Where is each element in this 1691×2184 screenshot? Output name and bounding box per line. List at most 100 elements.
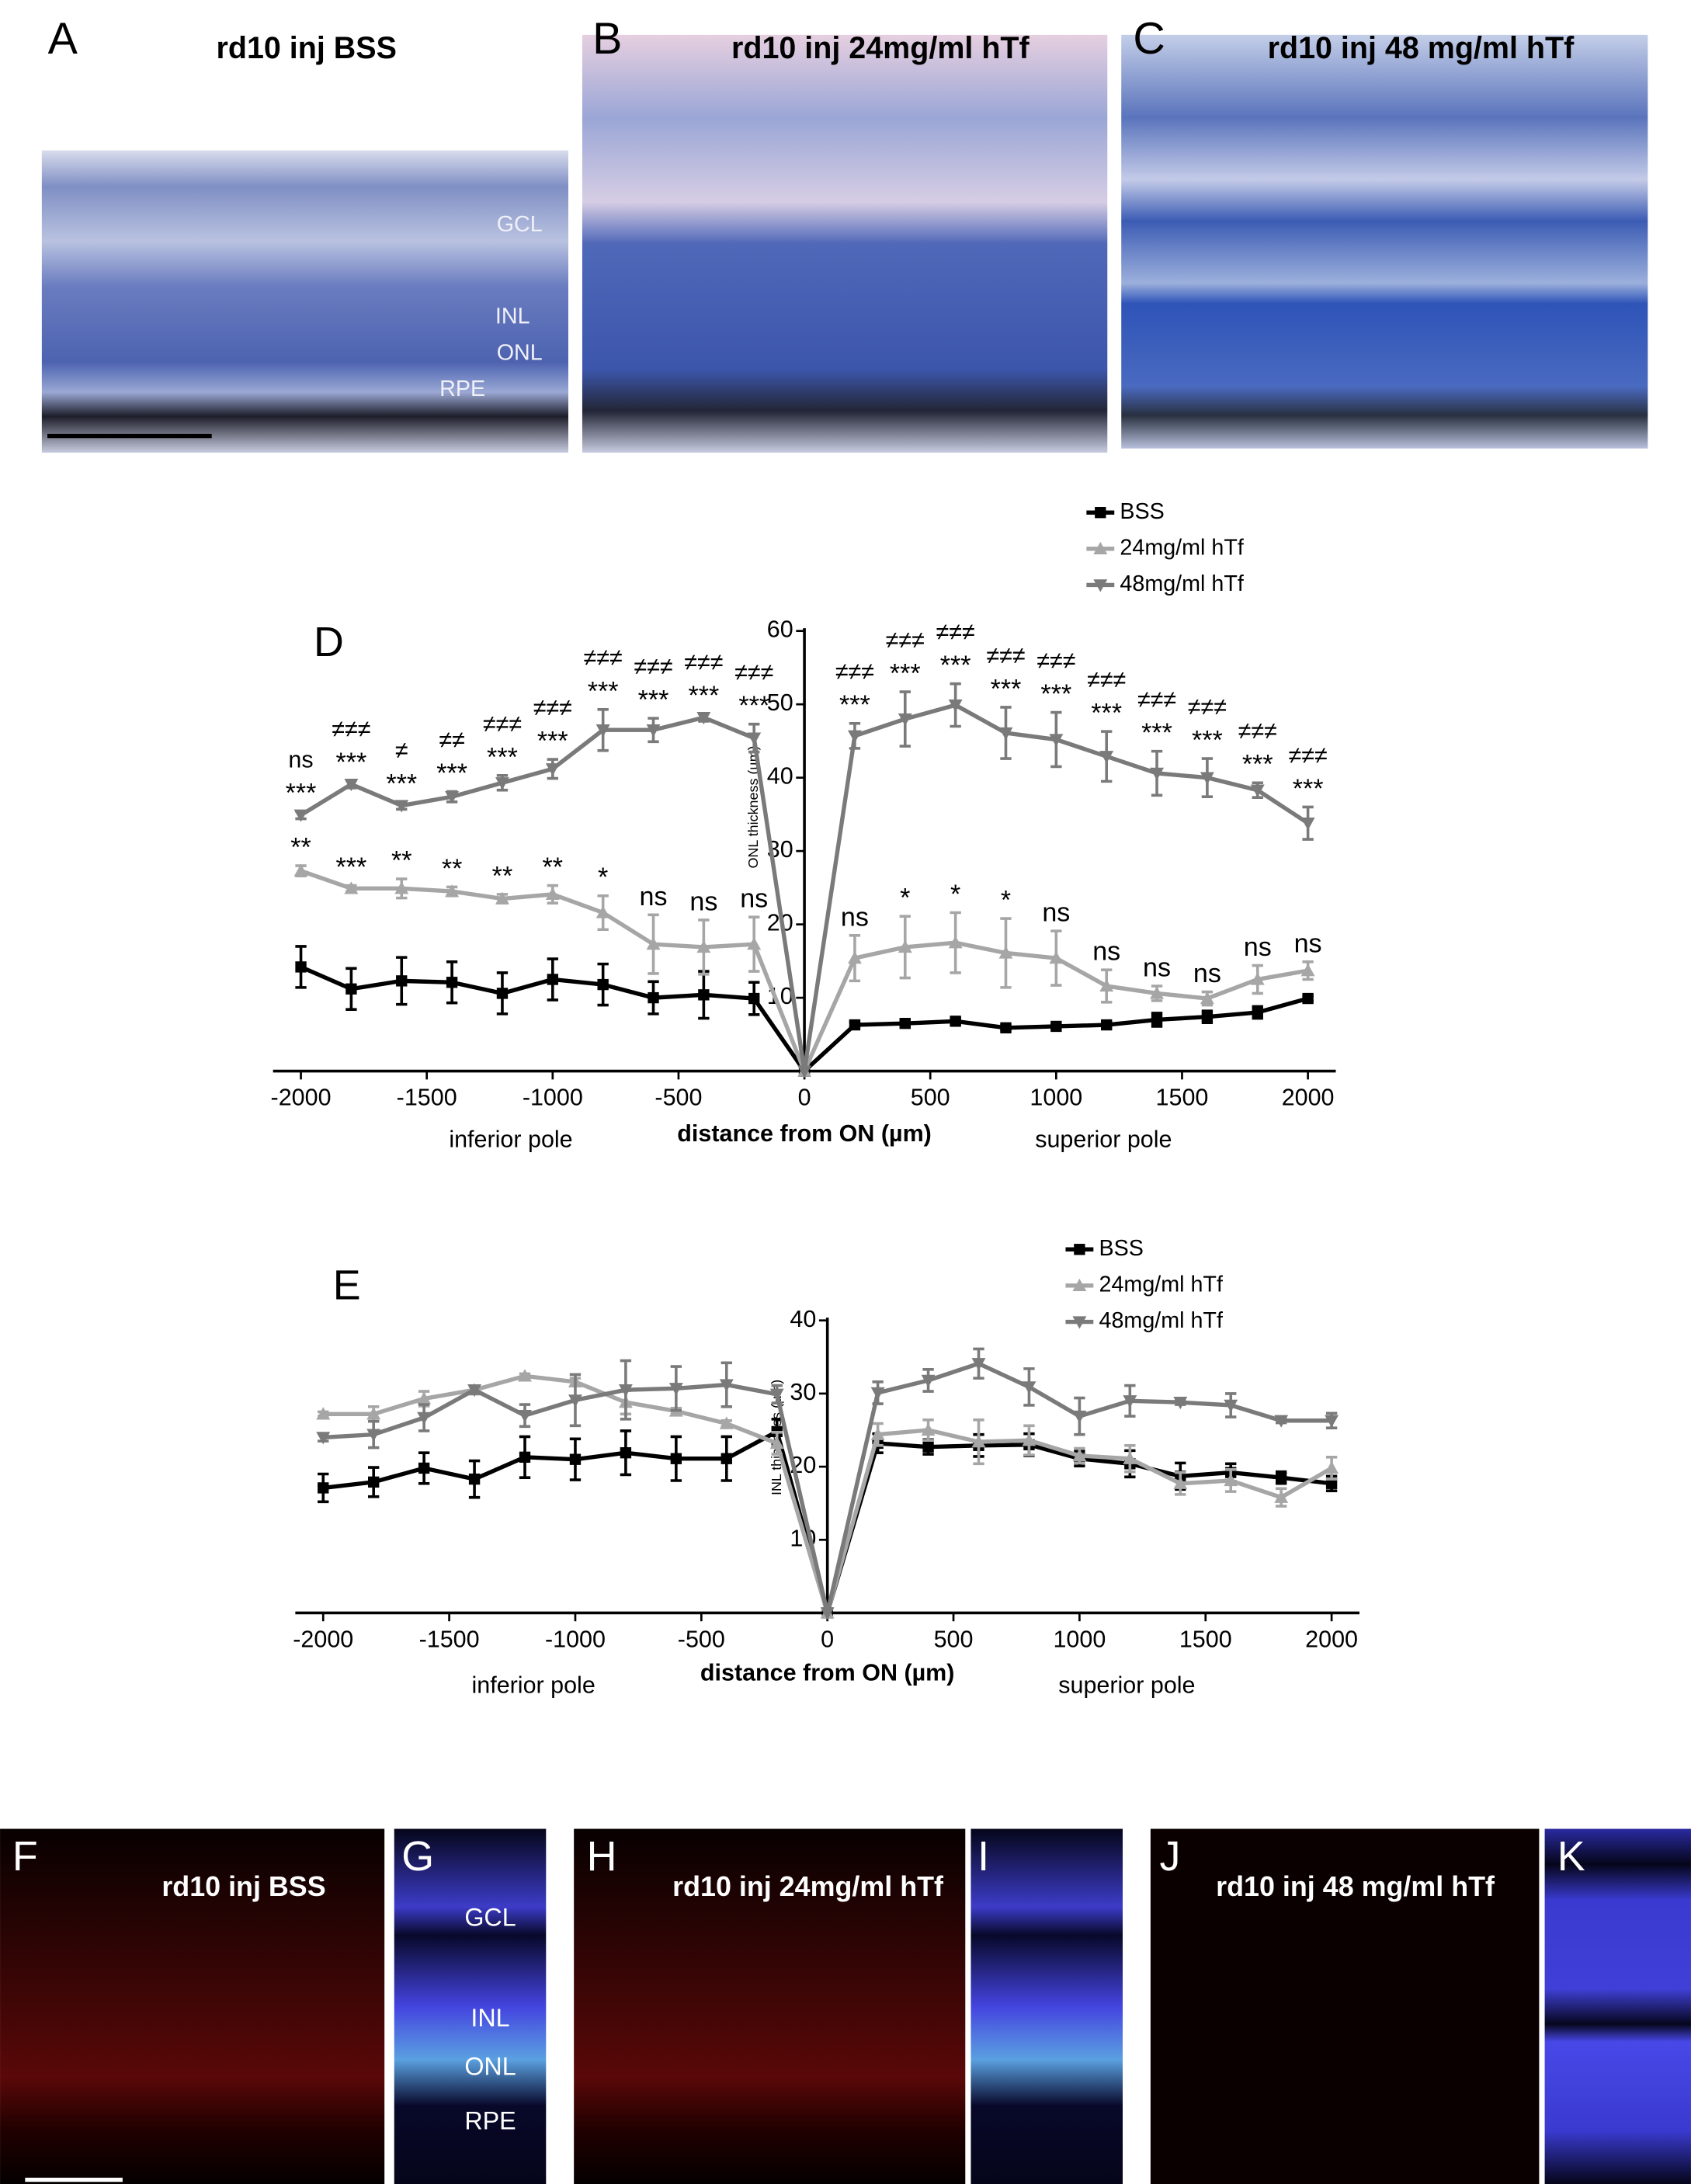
significance-label: ns xyxy=(740,884,768,914)
comparison-label: ≠≠≠ xyxy=(936,619,975,645)
marker xyxy=(1074,1244,1085,1255)
legend-item: BSS xyxy=(1065,1236,1144,1261)
marker xyxy=(597,978,609,991)
marker xyxy=(1150,986,1165,999)
marker xyxy=(1250,784,1265,797)
marker xyxy=(468,1473,481,1485)
x-annotation: superior pole xyxy=(1035,1126,1172,1152)
significance-label: ns xyxy=(841,902,869,932)
marker xyxy=(618,1384,633,1398)
x-tick-label: -1500 xyxy=(419,1626,480,1652)
significance-label: *** xyxy=(991,674,1022,703)
significance-label: *** xyxy=(940,651,971,680)
marker xyxy=(595,905,610,918)
y-tick-label: 60 xyxy=(767,616,793,643)
marker xyxy=(648,991,659,1004)
panel-letter: I xyxy=(977,1833,989,1880)
marker xyxy=(748,992,760,1005)
comparison-label: ≠≠≠ xyxy=(1238,718,1277,745)
marker xyxy=(797,1065,812,1078)
fluorescence-image xyxy=(971,1828,1123,2184)
marker xyxy=(1300,818,1315,831)
marker xyxy=(747,937,762,950)
panel-letter: A xyxy=(48,14,78,64)
marker xyxy=(1099,979,1114,992)
marker xyxy=(316,1407,331,1420)
marker xyxy=(1000,1022,1012,1034)
legend-label: 48mg/ml hTf xyxy=(1099,1308,1224,1333)
significance-label: ** xyxy=(442,854,463,884)
marker xyxy=(769,1388,784,1401)
marker xyxy=(922,1441,934,1453)
marker xyxy=(948,699,963,713)
marker xyxy=(1325,1477,1338,1489)
marker xyxy=(971,1435,986,1448)
marker xyxy=(1224,1474,1238,1487)
panel-letter: J xyxy=(1160,1833,1181,1880)
marker xyxy=(1300,964,1315,977)
marker xyxy=(1101,1019,1113,1031)
marker xyxy=(1123,1451,1137,1464)
marker xyxy=(519,1451,531,1464)
marker xyxy=(1224,1399,1238,1412)
marker xyxy=(1325,1415,1339,1428)
fluorescence-image xyxy=(1544,1828,1691,2184)
comparison-label: ≠≠≠ xyxy=(835,658,874,685)
marker xyxy=(1274,1415,1289,1428)
fluorescence-image xyxy=(0,1828,385,2184)
significance-label: ns xyxy=(1294,929,1322,958)
comparison-label: ≠≠≠ xyxy=(1137,686,1176,713)
marker xyxy=(345,983,357,995)
x-axis-title: distance from ON (µm) xyxy=(677,1120,932,1147)
comparison-label: ≠≠≠ xyxy=(332,716,370,742)
panel-letter: D xyxy=(314,619,344,665)
significance-label: *** xyxy=(1293,774,1324,804)
comparison-label: ≠≠≠ xyxy=(483,710,522,737)
x-tick-label: 0 xyxy=(798,1085,811,1111)
fluorescence-image xyxy=(574,1828,966,2184)
significance-label: ns xyxy=(1244,932,1272,962)
layer-label: RPE xyxy=(464,2107,516,2135)
significance-label: ns xyxy=(1042,898,1070,928)
x-tick-label: -2000 xyxy=(271,1085,332,1111)
micrograph xyxy=(41,150,568,453)
y-axis-title: ONL thickness (µm) xyxy=(745,745,761,868)
marker xyxy=(595,724,610,738)
y-tick-label: 30 xyxy=(790,1379,816,1405)
marker xyxy=(1050,1020,1062,1033)
y-tick-label: 40 xyxy=(767,763,793,790)
legend-item: 48mg/ml hTf xyxy=(1065,1308,1224,1333)
significance-label: *** xyxy=(890,659,921,689)
marker xyxy=(1274,1490,1289,1503)
marker xyxy=(847,730,862,743)
marker xyxy=(1201,1011,1214,1023)
marker xyxy=(646,724,661,738)
marker xyxy=(1173,1397,1188,1410)
marker xyxy=(446,977,458,988)
marker xyxy=(696,711,711,725)
y-tick-label: 40 xyxy=(790,1306,816,1332)
legend-label: BSS xyxy=(1120,499,1164,524)
comparison-label: ≠≠≠ xyxy=(634,654,672,680)
marker xyxy=(316,1432,331,1445)
significance-label: *** xyxy=(638,686,669,715)
marker xyxy=(396,975,408,987)
micrograph xyxy=(1121,34,1648,449)
marker xyxy=(1072,1278,1087,1292)
panel-title: rd10 inj 24mg/ml hTf xyxy=(731,31,1030,65)
marker xyxy=(366,1407,381,1420)
marker xyxy=(1093,541,1108,555)
marker xyxy=(747,732,762,745)
marker xyxy=(1150,767,1165,780)
x-tick-label: -500 xyxy=(655,1085,702,1111)
legend-item: 24mg/ml hTf xyxy=(1086,535,1245,560)
significance-label: ns xyxy=(689,887,717,916)
x-annotation: inferior pole xyxy=(449,1126,572,1152)
comparison-label: ≠≠≠ xyxy=(1087,667,1126,693)
marker xyxy=(769,1436,784,1450)
marker xyxy=(295,961,307,973)
significance-label: ** xyxy=(391,846,412,876)
fluorescence-image xyxy=(1150,1828,1540,2184)
marker xyxy=(971,1358,986,1371)
